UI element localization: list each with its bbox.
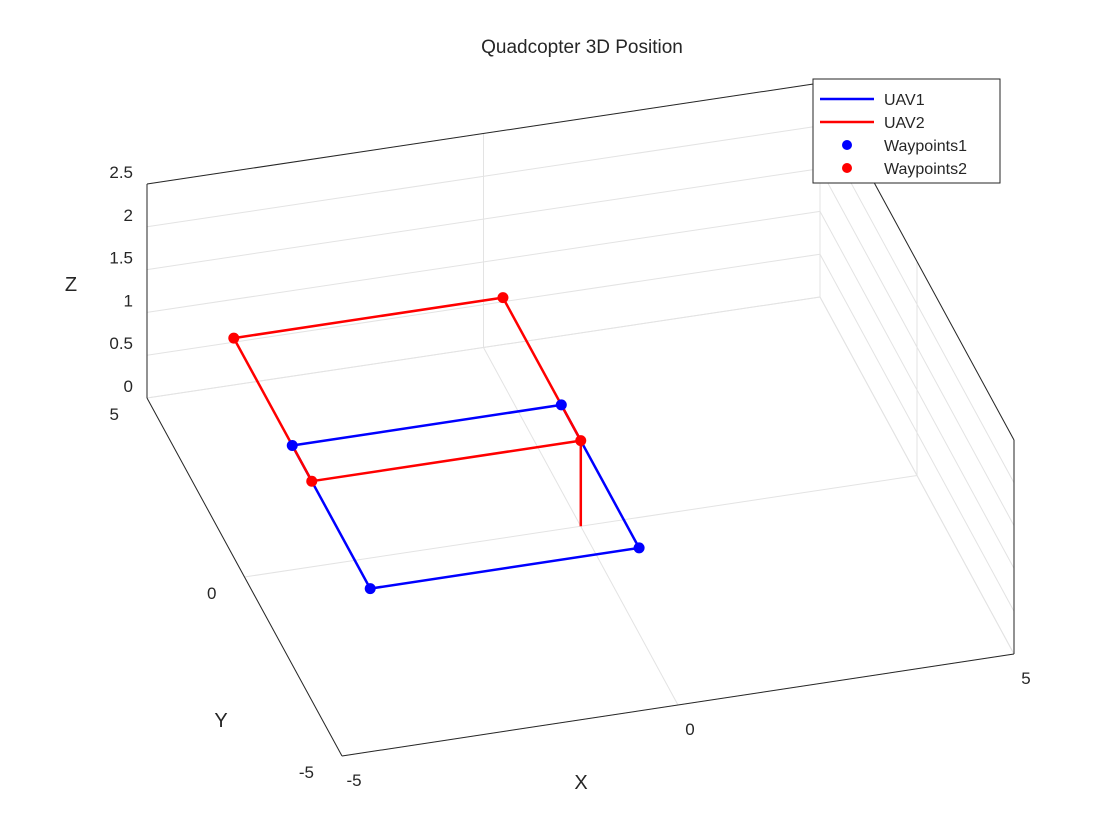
waypoint-marker-waypoints1 <box>633 542 645 554</box>
waypoint-marker-waypoints2 <box>228 332 240 344</box>
data-layer <box>228 292 645 595</box>
waypoint-marker-waypoints1 <box>364 583 376 595</box>
grid-line-backwall-z <box>146 253 821 356</box>
y-tick-label: -5 <box>299 763 314 782</box>
x-tick-label: 0 <box>685 720 694 739</box>
x-axis-label: X <box>574 772 587 794</box>
axes-box-edge <box>146 82 821 185</box>
axes-box-edge <box>341 653 1015 757</box>
legend-label-waypoints2: Waypoints2 <box>884 161 967 178</box>
waypoint-marker-waypoints1 <box>286 439 298 451</box>
y-tick-label: 0 <box>207 584 216 603</box>
z-tick-label: 2 <box>124 206 133 225</box>
legend: UAV1 UAV2 Waypoints1 Waypoints2 <box>812 78 1001 184</box>
z-tick-label: 0 <box>124 377 133 396</box>
grid-line-backwall-z <box>146 168 821 271</box>
grid-lines <box>146 82 1015 757</box>
series-line-uav1 <box>291 403 641 590</box>
waypoint-marker-waypoints2 <box>575 435 587 447</box>
waypoint-marker-waypoints1 <box>555 399 567 411</box>
grid-line-backwall-z <box>146 296 821 399</box>
z-tick-label: 2.5 <box>109 163 133 182</box>
series-line-uav2 <box>232 296 583 527</box>
grid-line-sidewall-z <box>819 211 1015 569</box>
legend-label-uav1: UAV1 <box>884 92 925 109</box>
grid-line-sidewall-z <box>819 168 1015 526</box>
x-tick-label: -5 <box>346 771 361 790</box>
grid-line-sidewall-z <box>819 296 1015 655</box>
z-tick-label: 1.5 <box>109 249 133 268</box>
z-tick-label: 0.5 <box>109 334 133 353</box>
legend-swatch-waypoints2 <box>842 163 852 173</box>
y-axis-label: Y <box>214 710 227 732</box>
waypoint-marker-waypoints2 <box>497 292 509 304</box>
z-axis-label: Z <box>65 274 77 296</box>
axes-box-edge <box>146 397 343 757</box>
grid-line-sidewall-z <box>819 253 1015 612</box>
y-tick-label: 5 <box>110 405 119 424</box>
grid-line-sidewall-z <box>819 125 1015 484</box>
legend-swatch-waypoints1 <box>842 140 852 150</box>
legend-label-uav2: UAV2 <box>884 115 925 132</box>
chart-title: Quadcopter 3D Position <box>481 37 683 58</box>
grid-line-backwall-z <box>146 210 821 313</box>
waypoint-marker-waypoints2 <box>306 475 318 487</box>
z-tick-label: 1 <box>124 291 133 310</box>
legend-label-waypoints1: Waypoints1 <box>884 138 967 155</box>
x-tick-label: 5 <box>1021 669 1030 688</box>
grid-line-backwall-z <box>146 125 821 228</box>
